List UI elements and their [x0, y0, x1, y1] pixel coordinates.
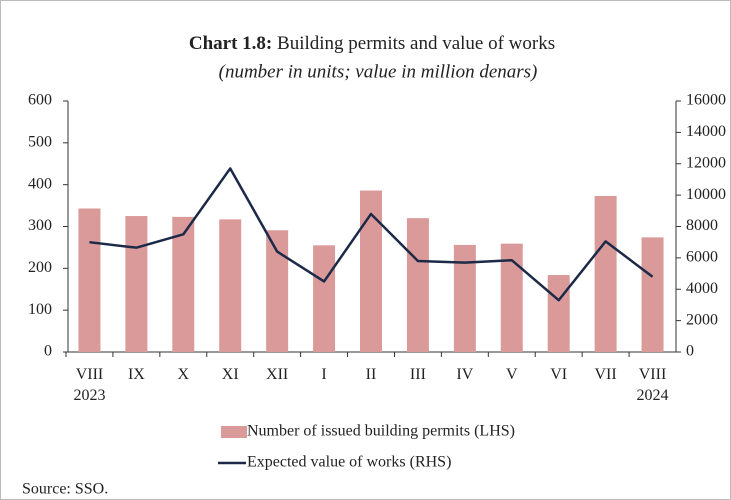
y2-tick-label: 4000 — [686, 280, 718, 297]
y2-tick-label: 14000 — [686, 123, 726, 140]
y2-tick-label: 10000 — [686, 186, 726, 203]
source: Source: SSO. — [22, 481, 108, 498]
bar — [406, 218, 429, 352]
legend-label: Expected value of works (RHS) — [247, 454, 451, 471]
y-tick-label: 0 — [44, 343, 52, 360]
x-tick-label: XII — [266, 366, 288, 383]
y-tick-label: 200 — [28, 259, 52, 276]
x-tick-label: X — [178, 366, 190, 383]
y2-tick-label: 0 — [686, 343, 694, 360]
y-tick-label: 500 — [28, 134, 52, 151]
y2-tick-label: 16000 — [686, 92, 726, 109]
bar — [219, 219, 242, 352]
bar — [641, 237, 664, 352]
bar — [453, 244, 476, 352]
bar — [500, 243, 523, 352]
x-tick-label: VIII 2023 — [73, 366, 105, 404]
chart-title-group: Chart 1.8: Building permits and value of… — [189, 33, 555, 54]
chart-title-label: Chart 1.8: — [189, 33, 272, 54]
x-tick-label: III — [410, 366, 426, 383]
line — [89, 167, 654, 302]
x-tick-label: IV — [456, 366, 473, 383]
x-tick-label: VII — [595, 366, 617, 383]
bar — [594, 195, 617, 352]
x-tick-label: VIII 2024 — [637, 366, 669, 404]
bar — [266, 230, 289, 352]
x-tick-label: VI — [550, 366, 567, 383]
y-tick-label: 600 — [28, 92, 52, 109]
chart-subtitle: (number in units; value in million denar… — [219, 61, 538, 82]
y2-tick-label: 8000 — [686, 217, 718, 234]
bar — [172, 216, 195, 352]
x-tick-label: V — [506, 366, 518, 383]
chart-title: Building permits and value of works — [277, 33, 555, 54]
y-tick-label: 100 — [28, 301, 52, 318]
bar — [313, 245, 336, 352]
legend-swatch — [221, 426, 247, 438]
y-tick-label: 400 — [28, 175, 52, 192]
bar — [78, 208, 101, 352]
bar — [360, 190, 382, 352]
bar — [547, 275, 570, 352]
x-tick-label: I — [321, 366, 326, 383]
legend-label: Number of issued building permits (LHS) — [247, 423, 515, 440]
x-tick-label: IX — [128, 366, 145, 383]
y-tick-label: 300 — [28, 217, 52, 234]
y2-tick-label: 2000 — [686, 311, 718, 328]
y2-tick-label: 12000 — [686, 154, 726, 171]
x-tick-label: XI — [222, 366, 239, 383]
y2-tick-label: 6000 — [686, 249, 718, 266]
bar — [125, 216, 148, 352]
x-tick-label: II — [366, 366, 377, 383]
